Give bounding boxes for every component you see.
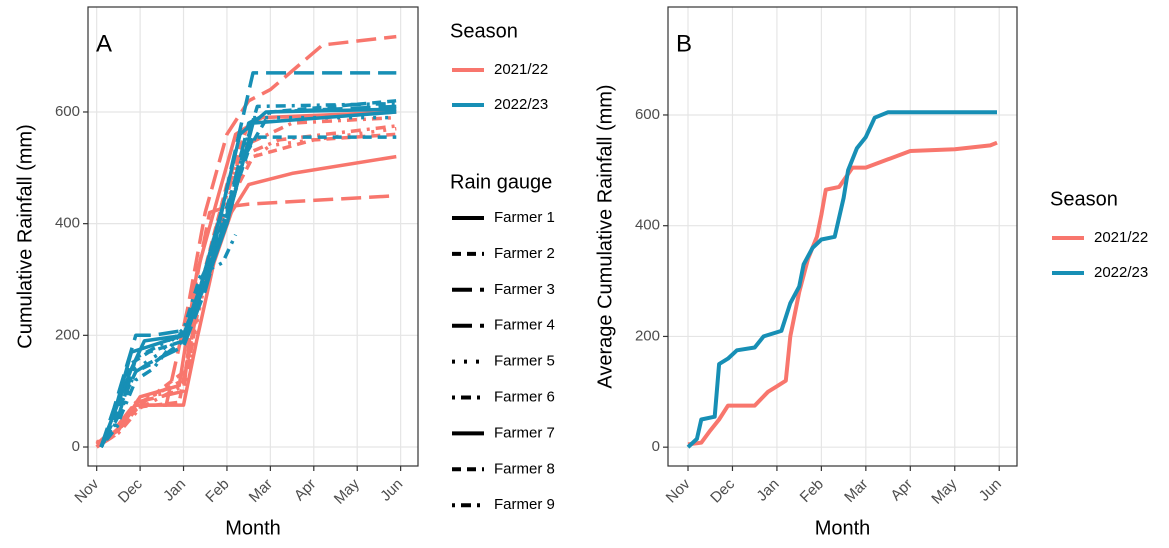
y-tick-label: 200 bbox=[55, 326, 80, 343]
legend-label: 2022/23 bbox=[1094, 264, 1148, 281]
legend-title: Rain gauge bbox=[450, 171, 552, 193]
x-tick-label: Mar bbox=[841, 476, 871, 506]
x-tick-label: Dec bbox=[707, 475, 738, 506]
series-line bbox=[687, 140, 998, 447]
legend-label: Farmer 8 bbox=[494, 460, 555, 477]
x-tick-label: Jan bbox=[160, 476, 189, 505]
series-line bbox=[686, 110, 997, 449]
y-tick-label: 0 bbox=[72, 438, 80, 455]
y-tick-label: 400 bbox=[55, 215, 80, 232]
panel-label: A bbox=[96, 30, 112, 57]
y-axis-title: Cumulative Rainfall (mm) bbox=[14, 124, 36, 349]
legend-label: Farmer 1 bbox=[494, 209, 555, 226]
series-line bbox=[99, 110, 397, 448]
x-tick-label: May bbox=[331, 475, 363, 507]
legend-label: Farmer 6 bbox=[494, 388, 555, 405]
x-tick-label: Jan bbox=[753, 476, 782, 505]
series-line bbox=[99, 101, 397, 449]
legend-title: Season bbox=[450, 20, 518, 42]
x-tick-label: Apr bbox=[887, 476, 916, 505]
y-tick-label: 0 bbox=[652, 438, 660, 455]
legend-label: 2021/22 bbox=[1094, 229, 1148, 246]
x-tick-label: Apr bbox=[291, 476, 320, 505]
x-tick-label: Nov bbox=[663, 475, 694, 506]
legend-label: 2021/22 bbox=[494, 61, 548, 78]
x-tick-label: Mar bbox=[246, 476, 276, 506]
legend-label: Farmer 5 bbox=[494, 353, 555, 370]
panel-label: B bbox=[676, 30, 692, 57]
legend-title: Season bbox=[1050, 188, 1118, 210]
x-tick-label: Jun bbox=[377, 476, 406, 505]
series-line bbox=[99, 135, 397, 448]
legend-label: Farmer 4 bbox=[494, 317, 555, 334]
series-line bbox=[99, 99, 397, 448]
plot-frame bbox=[667, 6, 1018, 467]
x-tick-label: Jun bbox=[976, 476, 1005, 505]
legend-label: Farmer 7 bbox=[494, 424, 555, 441]
x-tick-label: Feb bbox=[797, 476, 827, 506]
x-axis-title: Month bbox=[815, 517, 871, 539]
legend-label: 2022/23 bbox=[494, 96, 548, 113]
x-tick-label: Nov bbox=[71, 475, 102, 506]
x-axis-title: Month bbox=[225, 517, 281, 539]
y-tick-label: 600 bbox=[55, 103, 80, 120]
legend-label: Farmer 9 bbox=[494, 496, 555, 513]
y-axis-title: Average Cumulative Rainfall (mm) bbox=[594, 84, 616, 388]
x-tick-label: May bbox=[928, 475, 960, 507]
x-tick-label: Feb bbox=[202, 476, 232, 506]
y-tick-label: 200 bbox=[635, 327, 660, 344]
y-tick-label: 600 bbox=[635, 106, 660, 123]
x-tick-label: Dec bbox=[115, 475, 146, 506]
legend-label: Farmer 3 bbox=[494, 281, 555, 298]
series-line bbox=[95, 193, 397, 446]
plot-frame bbox=[87, 6, 419, 467]
legend-label: Farmer 2 bbox=[494, 245, 555, 262]
series-line bbox=[99, 104, 397, 448]
y-tick-label: 400 bbox=[635, 217, 660, 234]
series-line bbox=[95, 124, 397, 449]
